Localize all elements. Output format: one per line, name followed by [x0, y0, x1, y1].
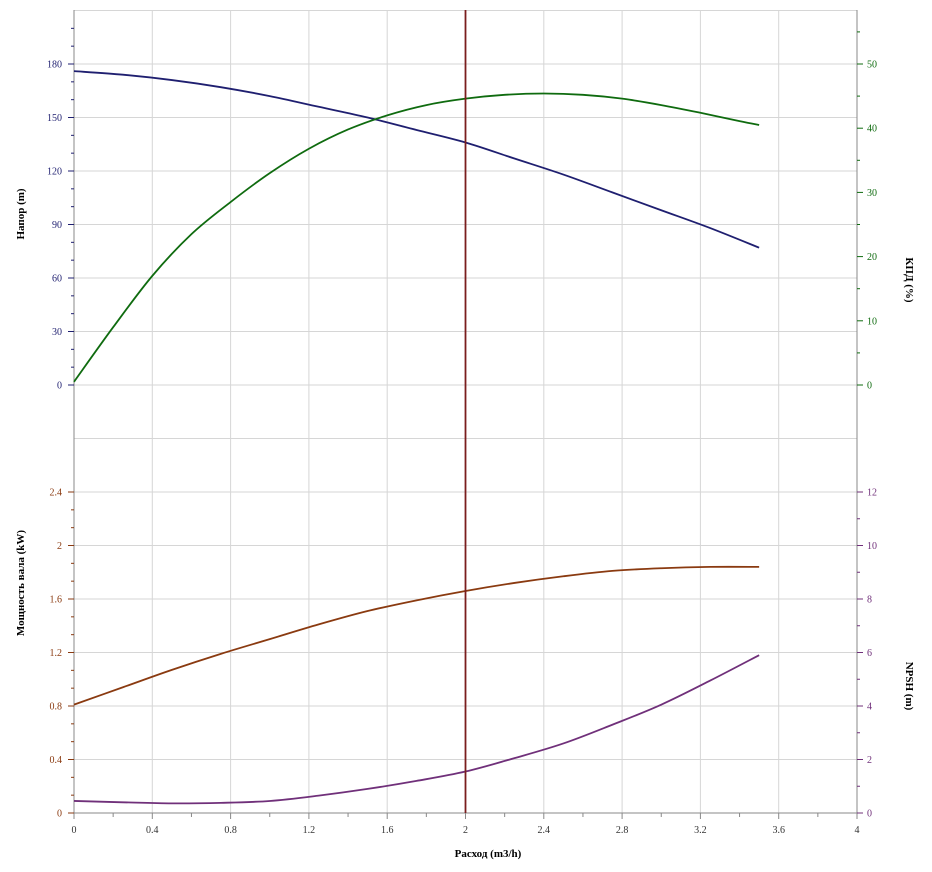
left-tick-label: 0.8	[50, 702, 63, 713]
npsh-axis-title: NPSH (m)	[903, 662, 915, 711]
left-tick-label: 150	[47, 113, 62, 124]
right-tick-label: 10	[867, 316, 877, 327]
right-tick-label: 40	[867, 124, 877, 135]
left-tick-label: 1.2	[50, 648, 63, 659]
x-tick-label: 3.2	[694, 825, 707, 836]
right-tick-label: 30	[867, 188, 877, 199]
right-tick-label: 4	[867, 702, 872, 713]
left-tick-label: 60	[52, 274, 62, 285]
power-axis-title: Мощность вала (kW)	[15, 530, 27, 636]
left-tick-label: 30	[52, 327, 62, 338]
right-tick-label: 50	[867, 60, 877, 71]
tick-labels: 0 0.4 0.8 1.2 1.6 2 2.4 2.8 3.2 3.6 40306090120150…	[47, 60, 877, 837]
x-tick-label: 0.4	[146, 825, 159, 836]
left-tick-label: 2	[57, 541, 62, 552]
x-tick-label: 0.8	[224, 825, 237, 836]
right-tick-label: 20	[867, 252, 877, 263]
left-tick-label: 1.6	[50, 595, 63, 606]
efficiency-curve	[73, 92, 760, 383]
left-tick-label: 0.4	[50, 755, 63, 766]
head-curve	[73, 70, 760, 249]
right-tick-label: 8	[867, 595, 872, 606]
x-tick-label: 2.4	[538, 825, 551, 836]
x-tick-label: 1.6	[381, 825, 394, 836]
right-tick-label: 12	[867, 488, 877, 499]
right-tick-label: 10	[867, 541, 877, 552]
right-tick-label: 0	[867, 809, 872, 820]
x-tick-label: 4	[855, 825, 860, 836]
efficiency-axis-title: КПД (%)	[903, 257, 915, 303]
x-axis-title: Расход (m3/h)	[455, 848, 522, 860]
left-tick-label: 0	[57, 381, 62, 392]
npsh-curve	[73, 654, 760, 805]
right-tick-label: 6	[867, 648, 872, 659]
x-tick-label: 0	[72, 825, 77, 836]
x-tick-label: 1.2	[303, 825, 316, 836]
right-tick-label: 2	[867, 755, 872, 766]
x-tick-label: 2.8	[616, 825, 629, 836]
x-tick-label: 3.6	[772, 825, 785, 836]
power-curve	[73, 565, 760, 706]
left-tick-label: 120	[47, 167, 62, 178]
x-tick-label: 2	[463, 825, 468, 836]
head-axis-title: Напор (m)	[15, 188, 27, 239]
left-tick-label: 2.4	[50, 488, 63, 499]
series	[73, 70, 760, 805]
right-tick-label: 0	[867, 381, 872, 392]
left-tick-label: 90	[52, 220, 62, 231]
left-tick-label: 180	[47, 60, 62, 71]
left-tick-label: 0	[57, 809, 62, 820]
